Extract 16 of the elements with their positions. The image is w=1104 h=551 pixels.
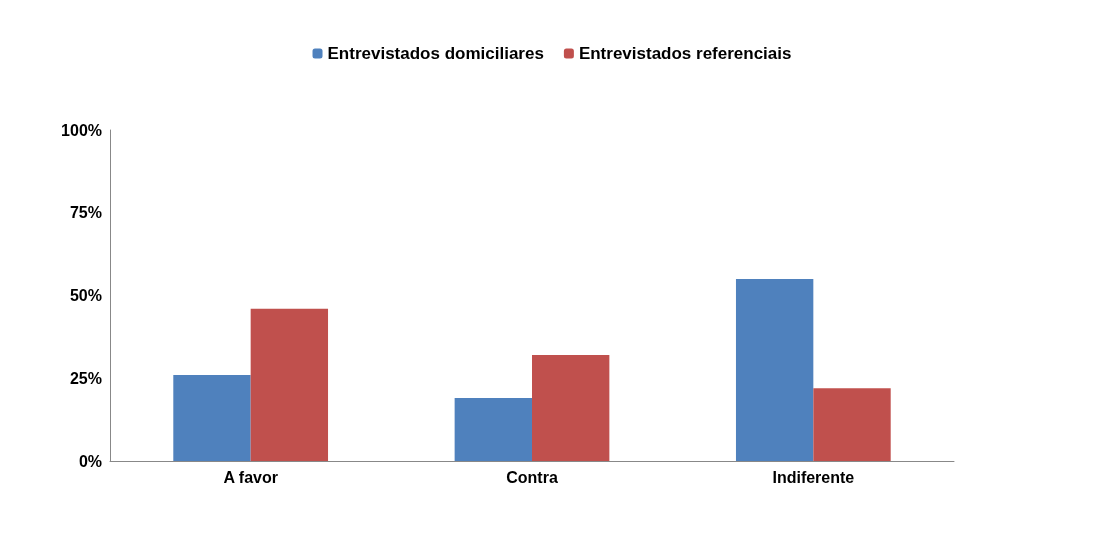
legend-label: Entrevistados domiciliares	[327, 44, 544, 63]
x-tick-label: A favor	[223, 468, 278, 486]
y-tick-label: 100%	[61, 121, 102, 139]
x-tick-label: Contra	[506, 468, 558, 486]
bar	[173, 374, 251, 461]
legend-label: Entrevistados referenciais	[578, 44, 792, 63]
x-tick-label: Indiferente	[772, 468, 855, 486]
y-tick-label: 0%	[78, 452, 102, 470]
bar	[250, 308, 329, 461]
bar	[454, 398, 532, 461]
bar	[813, 388, 891, 461]
y-tick-label: 75%	[69, 204, 102, 222]
y-tick-label: 50%	[69, 287, 102, 304]
y-tick-label: 25%	[69, 369, 102, 387]
bar	[532, 355, 610, 461]
bar	[735, 278, 814, 461]
